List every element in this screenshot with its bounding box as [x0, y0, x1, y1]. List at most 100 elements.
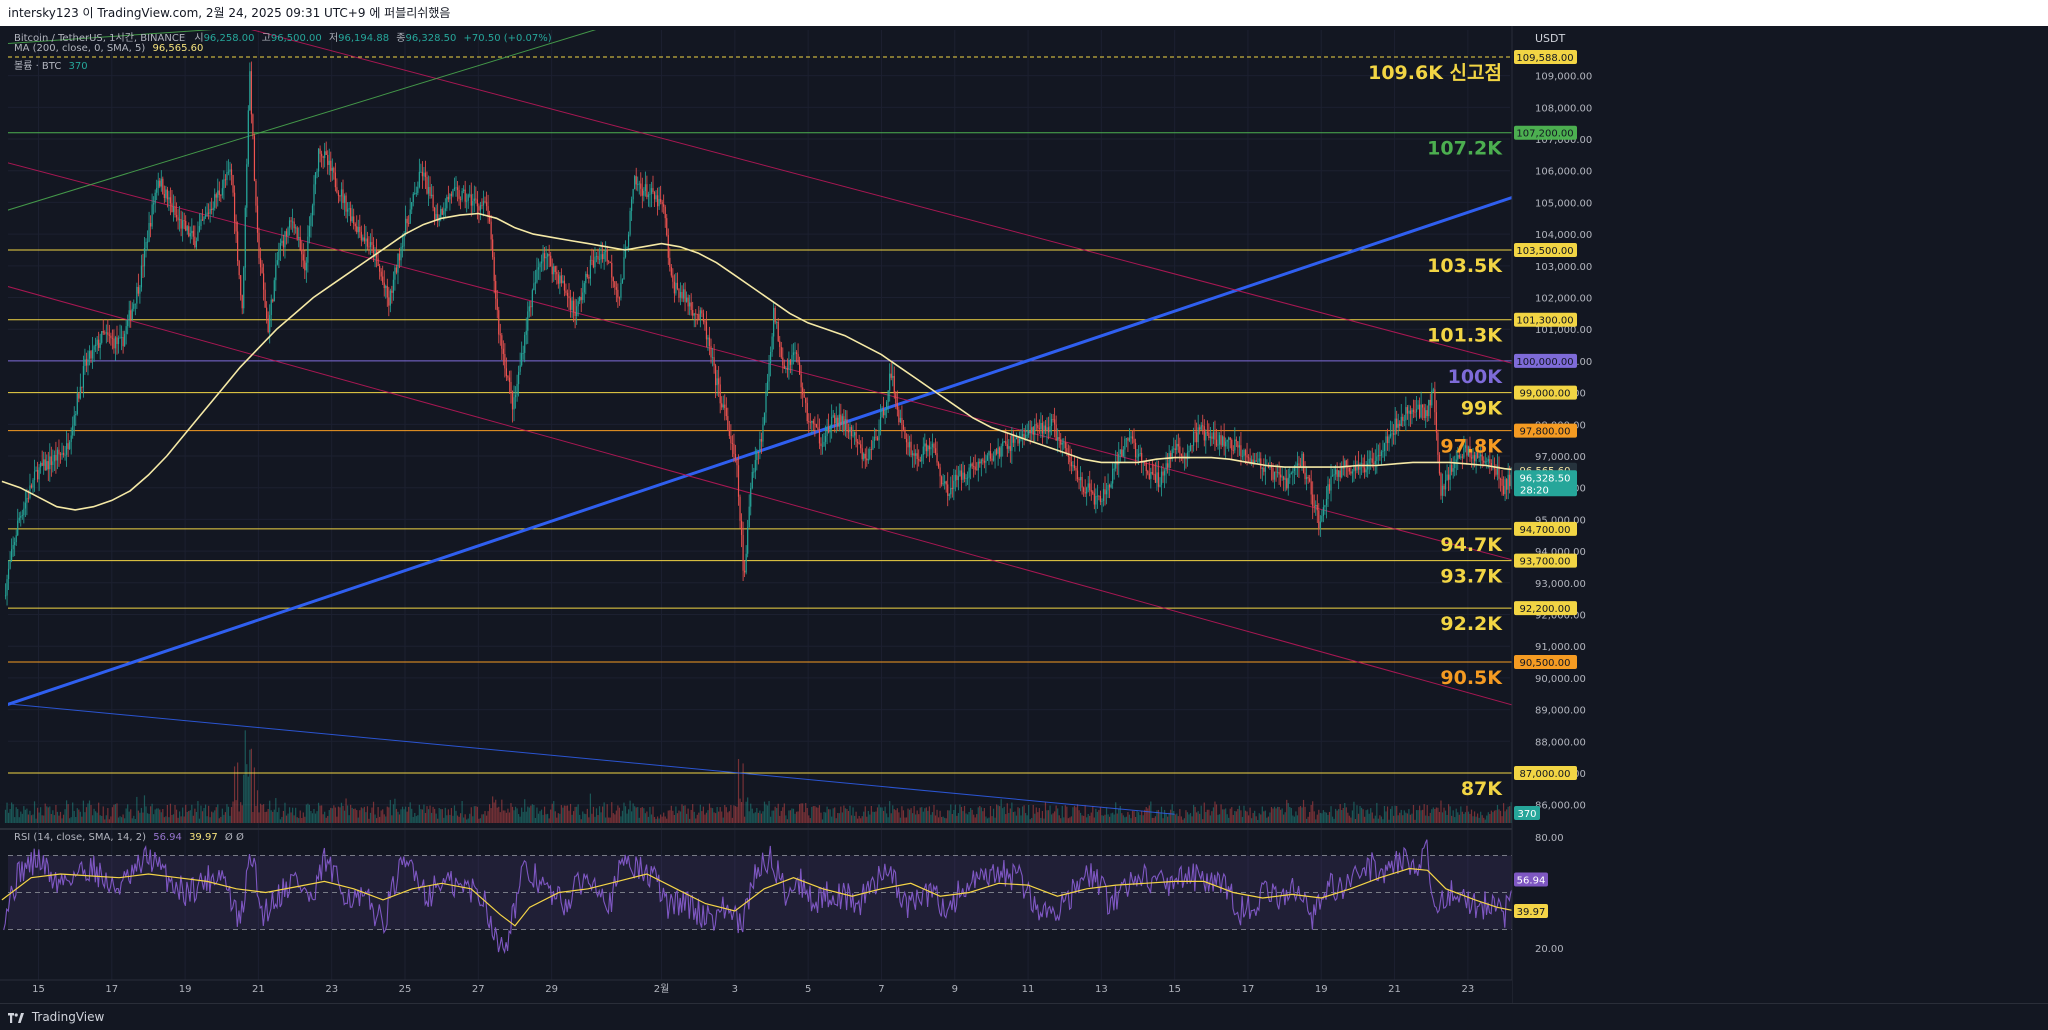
level-label: 109.6K 신고점 [1368, 62, 1502, 84]
volume-bar [846, 808, 848, 823]
volume-bar [950, 804, 952, 823]
candle-body [800, 374, 802, 388]
volume-bar [1261, 806, 1263, 823]
volume-bar [771, 810, 773, 823]
volume-bar [647, 816, 650, 823]
volume-bar [1379, 815, 1381, 823]
volume-bar [391, 815, 393, 823]
candle-body [705, 321, 708, 340]
volume-bar [1179, 809, 1181, 823]
price-axis[interactable]: USDT86,000.0087,000.0088,000.0089,000.00… [1511, 26, 2048, 1003]
candle-body [1367, 463, 1369, 470]
grid-lines [0, 30, 2048, 1000]
volume-bar [380, 810, 382, 823]
volume-bar [740, 802, 743, 823]
volume-bar [224, 812, 227, 823]
volume-bar [479, 818, 482, 823]
candle-body [46, 461, 48, 471]
candle-body [1451, 464, 1453, 472]
chart-canvas[interactable]: 109.6K 신고점107.2K103.5K101.3K100K99K97.8K… [0, 26, 2048, 1003]
time-tick-label: 17 [1242, 984, 1255, 995]
volume-bar [557, 813, 559, 823]
volume-bar [672, 810, 674, 823]
candle-body [412, 193, 414, 203]
volume-bar [333, 805, 335, 823]
volume-bar [1487, 812, 1489, 823]
volume-bar [985, 816, 987, 823]
candle-body [342, 189, 344, 203]
candle-body [4, 595, 7, 597]
volume-bar [107, 808, 109, 823]
time-axis[interactable]: 15 17 19 21 23 25 27 29 2월 3 5 7 9 11 13 15 17 19 21 23 [0, 979, 1512, 1003]
candle-body [499, 334, 501, 336]
candle-body [166, 189, 168, 200]
candle-body [815, 424, 817, 428]
candle-body [437, 214, 439, 222]
time-tick-label: 25 [399, 984, 412, 995]
volume-bar [1023, 805, 1025, 823]
volume-bar [821, 819, 824, 823]
volume-bar [602, 806, 604, 823]
volume-bar [980, 807, 982, 823]
volume-bar [780, 810, 782, 823]
volume-bar [244, 730, 246, 823]
level-price-tag-label: 87,000.00 [1520, 769, 1571, 780]
volume-bar [101, 815, 103, 823]
candle-body [171, 203, 173, 212]
candle-body [1188, 450, 1190, 453]
candle-body [36, 470, 39, 480]
candle-body [1309, 478, 1311, 482]
candle-body [1426, 410, 1428, 417]
candle-body [1032, 427, 1034, 435]
candle-body [307, 236, 309, 263]
volume-bar [1477, 813, 1479, 823]
candle-body [177, 217, 179, 221]
candle-body [1021, 433, 1024, 437]
candle-body [1093, 493, 1095, 505]
volume-bar [994, 817, 996, 823]
candle-body [1029, 430, 1031, 433]
candle-body [272, 299, 274, 302]
candle-body [803, 394, 805, 398]
volume-bar [733, 805, 735, 823]
candle-body [220, 194, 222, 196]
volume-bar [1157, 809, 1160, 823]
candle-body [91, 349, 94, 359]
volume-bar [765, 804, 767, 823]
time-tick-label: 21 [1388, 984, 1401, 995]
volume-bar [867, 810, 869, 823]
candle-body [1377, 455, 1379, 457]
candle-body [482, 201, 485, 206]
time-tick-label: 23 [325, 984, 338, 995]
candle-body [1125, 438, 1127, 440]
candle-body [230, 169, 233, 175]
candle-body [536, 269, 538, 283]
volume-bar [124, 818, 126, 823]
candle-body [1099, 495, 1102, 502]
candle-body [1324, 505, 1326, 508]
volume-bar [365, 812, 367, 823]
candle-body [802, 387, 804, 395]
volume-bar [1251, 818, 1253, 823]
volume-bar [1370, 808, 1372, 823]
volume-bar [180, 816, 182, 823]
candle-body [687, 297, 689, 307]
candle-body [783, 365, 785, 369]
candle-body [811, 420, 813, 423]
candle-body [99, 342, 101, 348]
candle-body [1206, 432, 1208, 434]
level-price-tag-label: 101,300.00 [1516, 316, 1573, 327]
volume-bar [1356, 805, 1358, 823]
volume-bar [1280, 809, 1282, 823]
candle-body [1122, 449, 1124, 457]
volume-bar [970, 807, 972, 823]
volume-bar [151, 803, 153, 823]
candle-body [1405, 407, 1407, 421]
volume-bar [362, 808, 364, 823]
volume-bar [1025, 813, 1027, 823]
volume-bar [98, 802, 100, 823]
candle-body [267, 318, 269, 333]
volume-bar [534, 817, 537, 823]
candle-body [281, 240, 283, 244]
candle-body [1229, 437, 1231, 440]
